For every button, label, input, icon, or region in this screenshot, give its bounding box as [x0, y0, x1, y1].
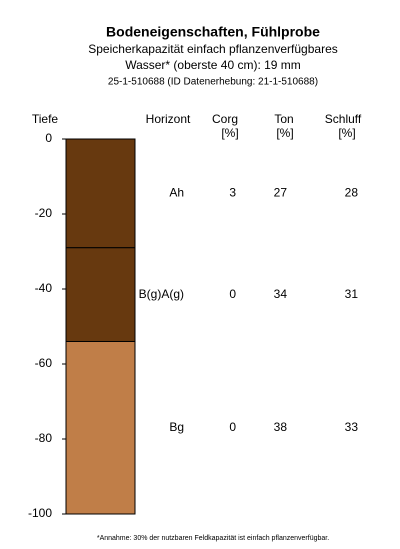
- column-header: Horizont: [146, 112, 191, 126]
- column-unit: [%]: [221, 126, 238, 140]
- y-tick-label: -100: [28, 506, 52, 520]
- corg-value: 0: [229, 287, 236, 301]
- soil-layer: [65, 247, 136, 342]
- y-axis-label: Tiefe: [32, 112, 59, 126]
- column-unit: [%]: [276, 126, 293, 140]
- column-header: Corg: [212, 112, 238, 126]
- soil-layer: [65, 341, 136, 515]
- column-header: Schluff: [325, 112, 362, 126]
- schluff-value: 31: [345, 287, 359, 301]
- subtitle: Wasser* (oberste 40 cm): 19 mm: [125, 58, 301, 72]
- ton-value: 38: [274, 420, 288, 434]
- corg-value: 0: [229, 420, 236, 434]
- y-tick-label: -80: [35, 431, 53, 445]
- schluff-value: 28: [345, 186, 359, 200]
- y-tick-label: -20: [35, 206, 53, 220]
- ton-value: 27: [274, 186, 288, 200]
- horizon-label: Bg: [169, 420, 184, 434]
- y-tick-label: -40: [35, 281, 53, 295]
- corg-value: 3: [229, 186, 236, 200]
- y-tick-label: -60: [35, 356, 53, 370]
- chart-title: Bodeneigenschaften, Fühlprobe: [106, 24, 320, 40]
- subtitle: Speicherkapazität einfach pflanzenverfüg…: [88, 42, 338, 56]
- horizon-label: Ah: [169, 186, 184, 200]
- ton-value: 34: [274, 287, 288, 301]
- schluff-value: 33: [345, 420, 359, 434]
- id-line: 25-1-510688 (ID Datenerhebung: 21-1-5106…: [108, 77, 318, 88]
- column-header: Ton: [274, 112, 293, 126]
- soil-layer: [65, 138, 136, 249]
- column-unit: [%]: [338, 126, 355, 140]
- horizon-label: B(g)A(g): [139, 287, 184, 301]
- y-tick-label: 0: [45, 131, 52, 145]
- footnote: *Annahme: 30% der nutzbaren Feldkapazitä…: [97, 535, 329, 542]
